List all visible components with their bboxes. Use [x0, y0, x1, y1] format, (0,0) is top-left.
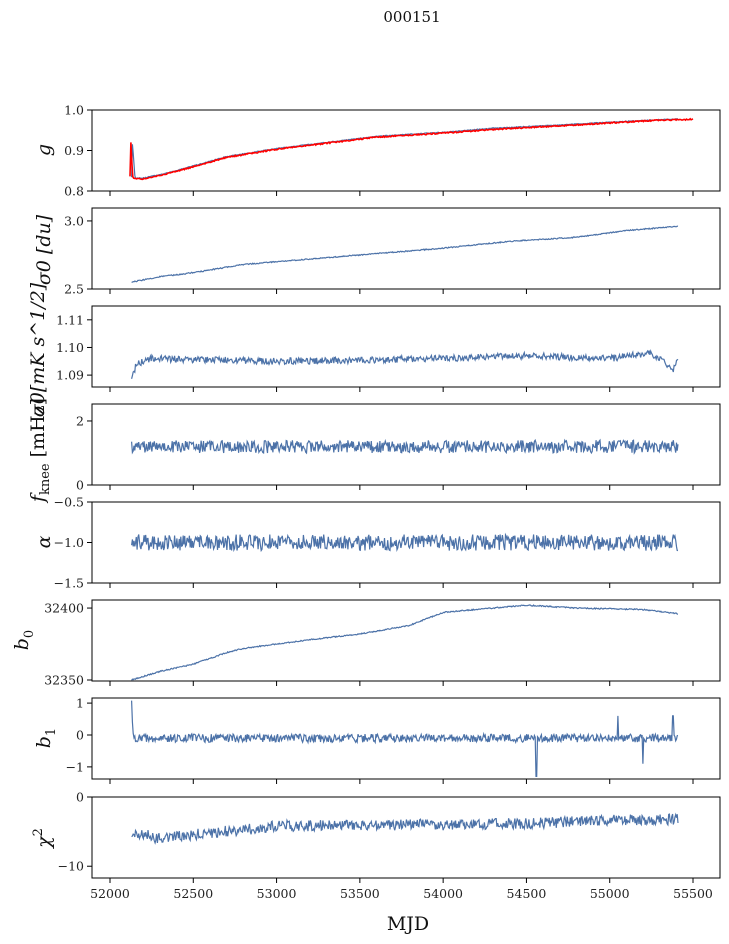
panel-4: 0 2 fknee [mHz]	[27, 398, 721, 504]
y-tick-label: 0	[76, 790, 84, 805]
x-tick-label: 54000	[423, 886, 463, 901]
series-line	[131, 700, 679, 778]
y-tick-label: 2	[76, 413, 84, 428]
y-tick-label: 2.5	[64, 282, 84, 297]
series-line	[131, 812, 679, 845]
y-tick-label: 1.0	[64, 103, 84, 118]
y-axis-label: χ2	[31, 828, 55, 850]
series-line	[131, 532, 679, 553]
y-tick-label: 1.10	[56, 340, 84, 355]
axes-frame	[91, 796, 721, 879]
y-axis-label: fknee [mHz]	[27, 398, 53, 504]
y-tick-label: 1	[76, 696, 84, 711]
panel-5: −1.5 −1.0 −0.5 α	[33, 495, 721, 591]
y-tick-label: 0.9	[64, 143, 84, 158]
panel-2: 2.5 3.0 σ0 [du]	[33, 207, 721, 297]
x-tick-label: 53500	[340, 886, 380, 901]
x-tick-label: 55500	[673, 886, 713, 901]
series-line	[131, 225, 679, 283]
x-tick-label: 52000	[90, 886, 130, 901]
x-axis-label: MJD	[387, 913, 429, 935]
panel-3: 1.09 1.10 1.11 σ0[mK s^1/2]	[27, 282, 721, 417]
y-tick-label: 32400	[44, 601, 84, 616]
y-tick-label: 32350	[44, 672, 84, 687]
axes-frame	[91, 599, 721, 682]
y-tick-label: 1.09	[56, 368, 84, 383]
series-line	[131, 118, 679, 180]
x-tick-label: 52500	[173, 886, 213, 901]
y-axis-label: b1	[33, 728, 59, 748]
panel-7: −1 0 1 b1	[33, 696, 721, 784]
y-tick-label: −1	[66, 759, 84, 774]
axes-frame	[91, 697, 721, 780]
y-axis-label: σ0[mK s^1/2]	[27, 282, 49, 417]
axes-frame	[91, 207, 721, 290]
axes-frame	[91, 403, 721, 486]
y-tick-label: −1.5	[54, 576, 84, 591]
y-tick-label: −1.0	[54, 535, 84, 550]
y-axis-label: α	[33, 535, 55, 548]
reference-line	[129, 117, 694, 181]
figure-title: 000151	[383, 8, 440, 26]
y-tick-label: 1.11	[56, 312, 84, 327]
series-line	[131, 438, 679, 455]
series-line	[131, 604, 679, 681]
y-tick-label: −0.5	[54, 495, 84, 510]
y-axis-label: σ0 [du]	[33, 214, 55, 285]
panel-8: −10 0 52000 52500 53000 53500 54000 54500 55000 5…	[31, 790, 721, 901]
y-axis-label: b0	[11, 630, 37, 650]
y-tick-label: −10	[58, 859, 84, 874]
x-tick-label: 55000	[590, 886, 630, 901]
axes-frame	[91, 305, 721, 388]
y-tick-label: 3.0	[64, 213, 84, 228]
series-line	[131, 348, 679, 379]
y-tick-label: 0	[76, 478, 84, 493]
y-tick-label: 0.8	[64, 184, 84, 199]
panel-1: 0.8 0.9 1.0 g	[33, 103, 721, 199]
x-tick-label: 53000	[257, 886, 297, 901]
panel-6: 32350 32400 b0	[11, 599, 721, 687]
y-tick-label: 0	[76, 727, 84, 742]
y-axis-label: g	[33, 144, 55, 156]
x-tick-label: 54500	[507, 886, 547, 901]
